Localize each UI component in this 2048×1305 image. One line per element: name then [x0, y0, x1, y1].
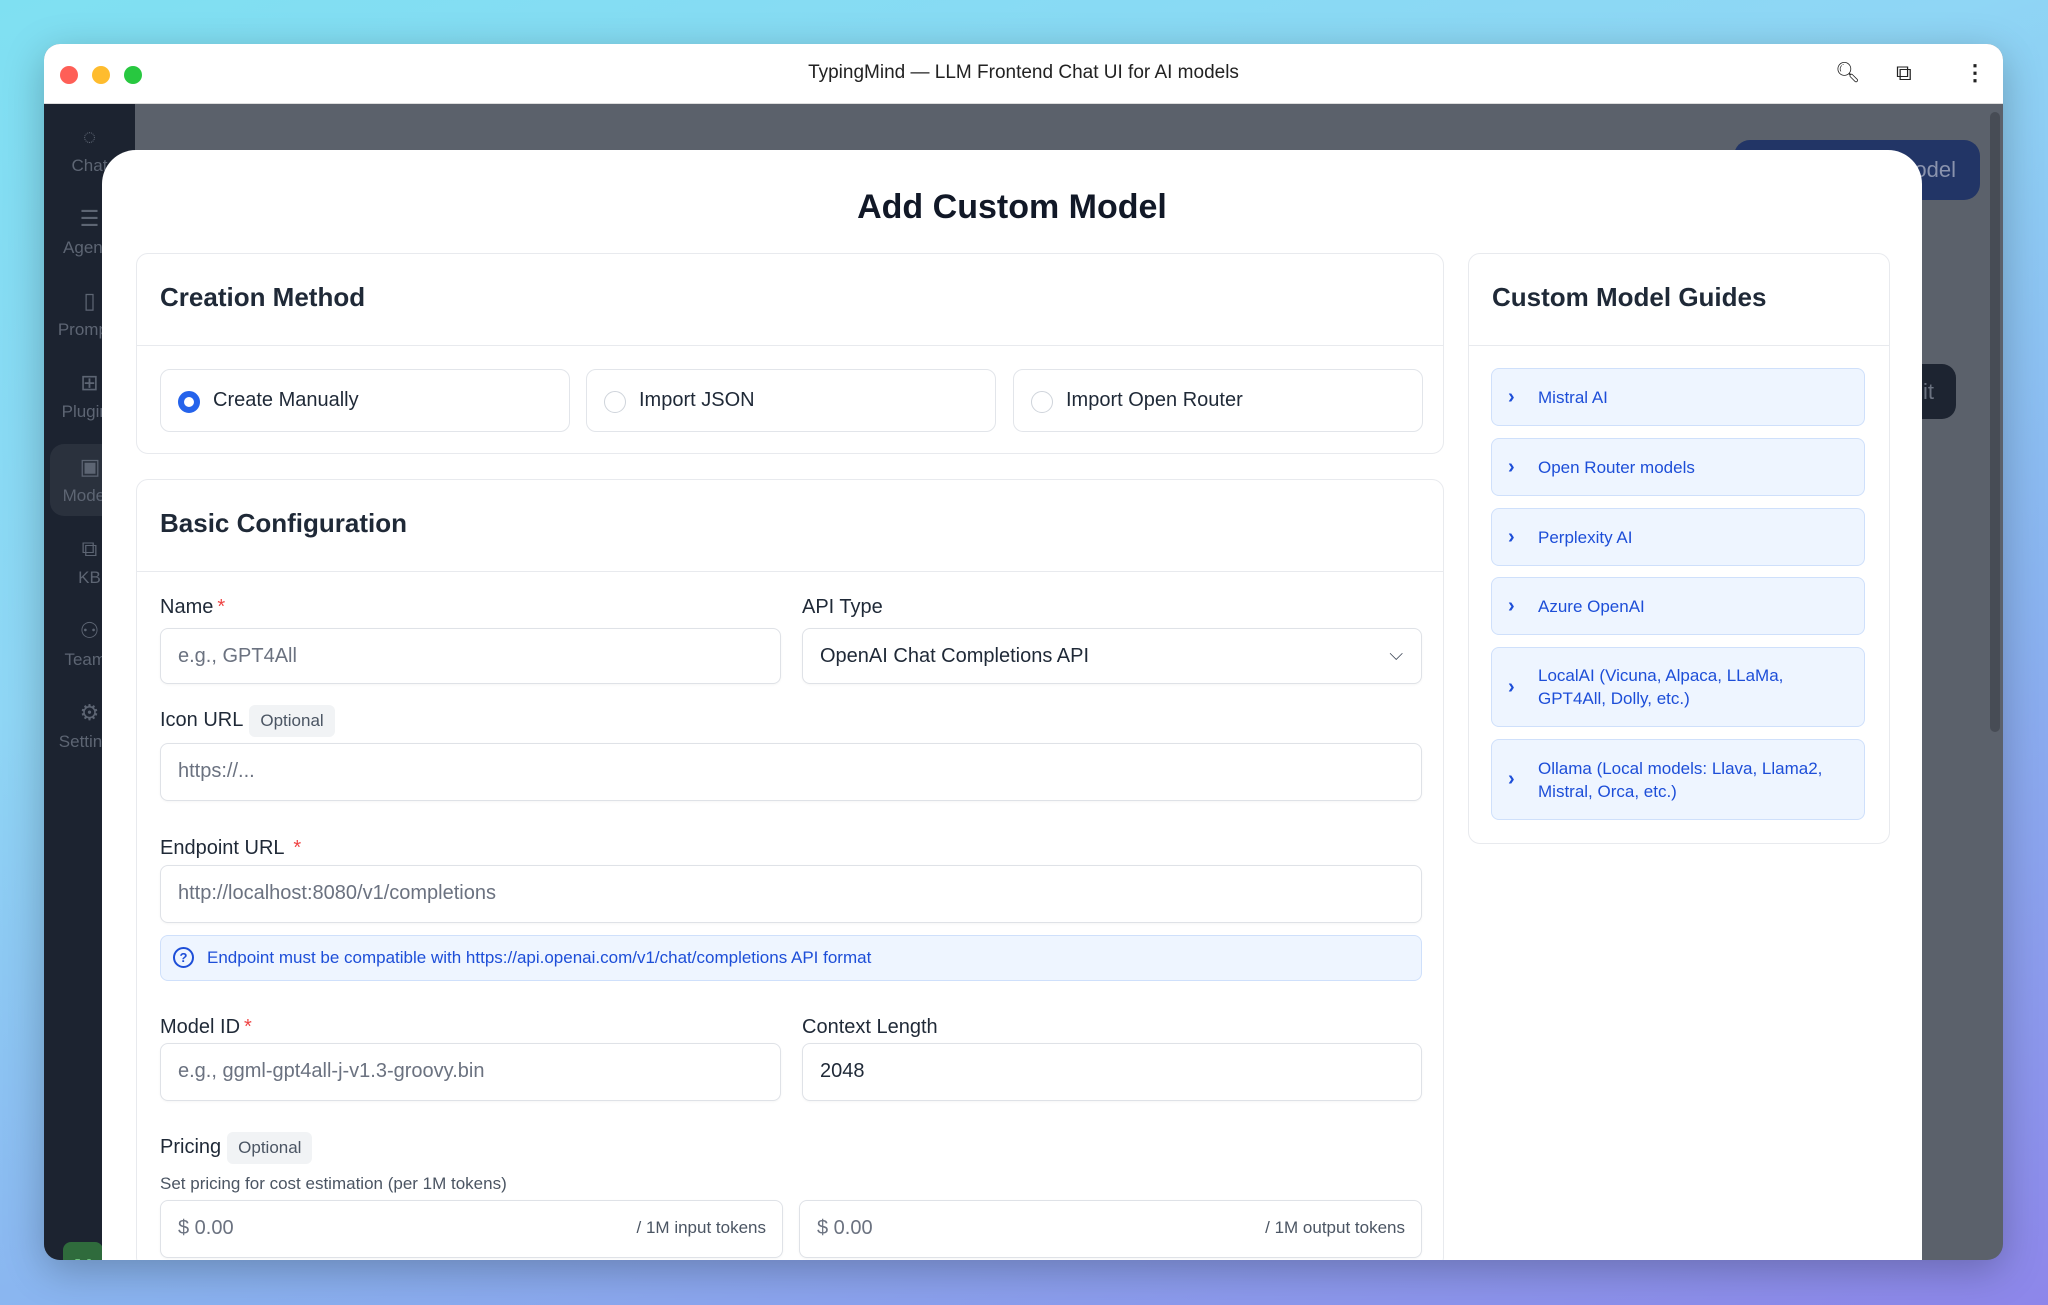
- chevron-right-icon: ›: [1508, 675, 1515, 698]
- users-icon: ⚇: [79, 618, 100, 643]
- chevron-right-icon: ›: [1508, 385, 1515, 408]
- more-menu-icon[interactable]: ⋮: [1964, 60, 1986, 85]
- gear-icon: ⚙: [79, 700, 100, 725]
- guide-azure-openai[interactable]: › Azure OpenAI: [1491, 577, 1865, 635]
- input-price-input[interactable]: $ 0.00/ 1M input tokens: [160, 1200, 783, 1258]
- book-icon: ▯: [83, 288, 96, 313]
- chat-bubble-icon: ◌: [82, 124, 97, 149]
- zoom-window-button[interactable]: [124, 66, 142, 84]
- chevron-down-icon: ⌵: [1389, 644, 1403, 664]
- search-icon[interactable]: 🔍︎: [1835, 62, 1861, 84]
- radio-import-json[interactable]: Import JSON: [586, 369, 996, 432]
- name-label: Name *: [160, 596, 226, 618]
- guides-title: Custom Model Guides: [1469, 254, 1889, 346]
- add-custom-model-dialog: Add Custom Model Creation Method Create …: [102, 150, 1922, 1260]
- radio-selected-icon: [178, 391, 200, 413]
- sidebar-item-kb[interactable]: ⧉ KB: [44, 536, 135, 588]
- radio-import-open-router[interactable]: Import Open Router: [1013, 369, 1423, 432]
- guide-mistral-ai[interactable]: › Mistral AI: [1491, 368, 1865, 426]
- context-length-input[interactable]: 2048: [802, 1043, 1422, 1101]
- basic-configuration-card: Basic Configuration Name * e.g., GPT4All …: [136, 479, 1444, 1260]
- endpoint-url-input[interactable]: http://localhost:8080/v1/completions: [160, 865, 1422, 923]
- puzzle-icon: ⊞: [80, 370, 99, 395]
- chevron-right-icon: ›: [1508, 525, 1515, 548]
- minimize-window-button[interactable]: [92, 66, 110, 84]
- page-scrollbar[interactable]: [1990, 112, 2000, 732]
- icon-url-input[interactable]: https://...: [160, 743, 1422, 801]
- name-input[interactable]: e.g., GPT4All: [160, 628, 781, 684]
- guide-open-router[interactable]: › Open Router models: [1491, 438, 1865, 496]
- creation-method-title: Creation Method: [137, 254, 1443, 346]
- radio-unselected-icon: [604, 391, 626, 413]
- icon-url-label: Icon URL Optional: [160, 705, 335, 737]
- creation-method-card: Creation Method Create Manually Import J…: [136, 253, 1444, 454]
- api-type-label: API Type: [802, 596, 883, 618]
- context-length-label: Context Length: [802, 1016, 938, 1038]
- help-circle-icon: ?: [173, 947, 194, 968]
- title-bar: TypingMind — LLM Frontend Chat UI for AI…: [44, 44, 2003, 104]
- dialog-title: Add Custom Model: [857, 188, 1167, 226]
- optional-badge: Optional: [227, 1132, 313, 1164]
- endpoint-url-label: Endpoint URL *: [160, 837, 302, 859]
- basic-configuration-title: Basic Configuration: [137, 480, 1443, 572]
- browser-window: TypingMind — LLM Frontend Chat UI for AI…: [44, 44, 2003, 1260]
- optional-badge: Optional: [249, 705, 335, 737]
- guide-localai[interactable]: › LocalAI (Vicuna, Alpaca, LLaMa, GPT4All…: [1491, 647, 1865, 727]
- chip-icon: ▣: [79, 454, 101, 479]
- close-window-button[interactable]: [60, 66, 78, 84]
- model-id-label: Model ID *: [160, 1016, 252, 1038]
- api-type-select[interactable]: OpenAI Chat Completions API ⌵: [802, 628, 1422, 684]
- model-id-input[interactable]: e.g., ggml-gpt4all-j-v1.3-groovy.bin: [160, 1043, 781, 1101]
- extensions-icon[interactable]: ⧉: [1896, 60, 1912, 85]
- window-title: TypingMind — LLM Frontend Chat UI for AI…: [808, 62, 1239, 83]
- radio-unselected-icon: [1031, 391, 1053, 413]
- endpoint-info-note: ? Endpoint must be compatible with https:…: [160, 935, 1422, 981]
- avatar[interactable]: N: [63, 1242, 103, 1260]
- custom-model-guides-card: Custom Model Guides › Mistral AI › Open Ro…: [1468, 253, 1890, 844]
- stack-icon: ⧉: [81, 536, 98, 561]
- guide-perplexity-ai[interactable]: › Perplexity AI: [1491, 508, 1865, 566]
- chevron-right-icon: ›: [1508, 455, 1515, 478]
- pricing-help-text: Set pricing for cost estimation (per 1M …: [160, 1174, 507, 1193]
- chevron-right-icon: ›: [1508, 594, 1515, 617]
- output-price-input[interactable]: $ 0.00/ 1M output tokens: [799, 1200, 1422, 1258]
- guide-ollama[interactable]: › Ollama (Local models: Llava, Llama2, Mi…: [1491, 739, 1865, 820]
- sidebar-item-chat[interactable]: ◌ Chat: [44, 124, 135, 176]
- radio-create-manually[interactable]: Create Manually: [160, 369, 570, 432]
- chevron-right-icon: ›: [1508, 768, 1515, 790]
- pricing-label: Pricing Optional: [160, 1132, 313, 1164]
- robot-icon: ☰: [79, 206, 100, 231]
